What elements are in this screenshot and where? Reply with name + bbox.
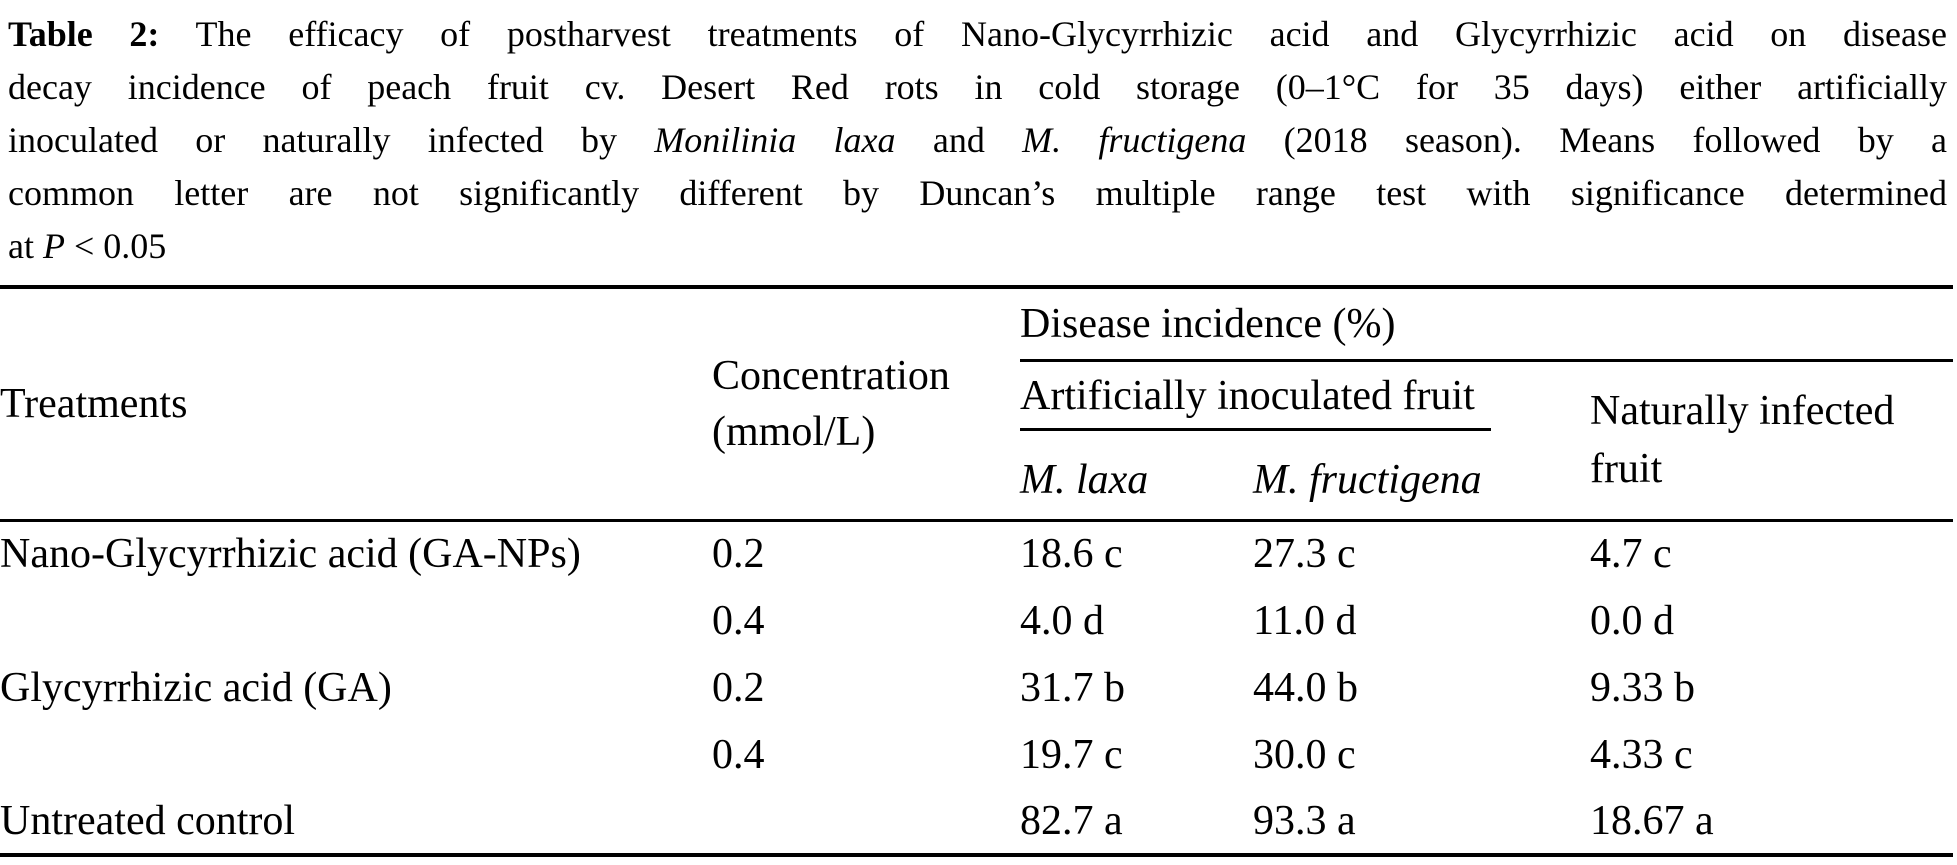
cell-concentration: 0.4 xyxy=(712,731,765,778)
header-concentration-line2: (mmol/L) xyxy=(712,408,876,455)
header-row-middle: Artificially inoculated fruit Naturally … xyxy=(0,360,1954,522)
caption-line: at P < 0.05 xyxy=(8,220,1947,273)
header-naturally-infected-line2: fruit xyxy=(1590,446,1663,492)
results-table: Treatments Concentration (mmol/L) Diseas… xyxy=(0,285,1954,857)
caption-text: < 0.05 xyxy=(64,226,167,266)
table-row: Nano-Glycyrrhizic acid (GA-NPs) 0.2 18.6… xyxy=(0,520,1953,587)
caption-table-label: Table 2: xyxy=(8,14,160,54)
table-row: Glycyrrhizic acid (GA) 0.2 31.7 b 44.0 b… xyxy=(0,654,1953,721)
table-row: Untreated control 82.7 a 93.3 a 18.67 a xyxy=(0,788,1953,855)
p-value-symbol: P xyxy=(42,226,65,266)
caption-line: inoculated or naturally infected by Moni… xyxy=(8,114,1947,167)
cell-naturally-value: 0.0 d xyxy=(1590,597,1674,644)
cell-naturally-value: 9.33 b xyxy=(1590,664,1695,711)
cell-treatment xyxy=(0,587,712,654)
species-name-m-fructigena: M. fructigena xyxy=(1022,120,1247,160)
caption-line: decay incidence of peach fruit cv. Deser… xyxy=(8,61,1947,114)
cell-m-fructigena-value: 30.0 c xyxy=(1253,731,1356,778)
header-concentration: Concentration (mmol/L) xyxy=(712,287,1020,522)
cell-m-laxa-value: 4.0 d xyxy=(1020,597,1104,644)
header-disease-incidence: Disease incidence (%) xyxy=(1020,287,1954,362)
cell-concentration: 0.2 xyxy=(712,664,765,711)
cell-m-fructigena-value: 27.3 c xyxy=(1253,531,1356,578)
cell-concentration: 0.4 xyxy=(712,597,765,644)
header-row-top: Treatments Concentration (mmol/L) Diseas… xyxy=(0,287,1954,522)
table-row: 0.4 19.7 c 30.0 c 4.33 c xyxy=(0,721,1953,788)
cell-treatment: Untreated control xyxy=(0,797,296,844)
cell-m-laxa-value: 19.7 c xyxy=(1020,731,1123,778)
table-body: Nano-Glycyrrhizic acid (GA-NPs) 0.2 18.6… xyxy=(0,520,1953,855)
caption-text: inoculated or naturally infected by xyxy=(8,120,655,160)
cell-m-fructigena-value: 11.0 d xyxy=(1253,597,1357,644)
species-name-monilinia-laxa: Monilinia laxa xyxy=(654,120,896,160)
header-artificially-inoculated: Artificially inoculated fruit xyxy=(1020,360,1590,442)
cell-m-laxa-value: 18.6 c xyxy=(1020,531,1123,578)
header-concentration-line1: Concentration xyxy=(712,352,950,399)
caption-text: The efficacy of postharvest treatments o… xyxy=(159,14,1948,54)
header-naturally-infected: Naturally infected fruit xyxy=(1590,360,1954,522)
header-treatments: Treatments xyxy=(0,287,712,522)
caption-text: decay incidence of peach fruit cv. Deser… xyxy=(8,67,1947,107)
caption-line: common letter are not significantly diff… xyxy=(8,167,1947,220)
cell-treatment: Glycyrrhizic acid (GA) xyxy=(0,664,392,711)
table-row: 0.4 4.0 d 11.0 d 0.0 d xyxy=(0,587,1953,654)
header-m-laxa: M. laxa xyxy=(1020,442,1253,522)
header-naturally-infected-line1: Naturally infected xyxy=(1590,388,1895,434)
table-caption: Table 2: The efficacy of postharvest tre… xyxy=(0,0,1957,273)
caption-line: Table 2: The efficacy of postharvest tre… xyxy=(8,8,1947,61)
cell-concentration xyxy=(712,788,1020,855)
cell-treatment: Nano-Glycyrrhizic acid (GA-NPs) xyxy=(0,531,581,578)
cell-treatment xyxy=(0,721,712,788)
cell-naturally-value: 18.67 a xyxy=(1590,797,1714,844)
cell-concentration: 0.2 xyxy=(712,531,765,578)
caption-text: and xyxy=(895,120,1023,160)
header-row-bottom: M. laxa M. fructigena xyxy=(0,442,1953,522)
cell-m-fructigena-value: 93.3 a xyxy=(1253,797,1356,844)
cell-m-laxa-value: 31.7 b xyxy=(1020,664,1125,711)
caption-text: at xyxy=(8,226,43,266)
cell-m-laxa-value: 82.7 a xyxy=(1020,797,1123,844)
caption-text: common letter are not significantly diff… xyxy=(8,173,1947,213)
cell-naturally-value: 4.7 c xyxy=(1590,531,1672,578)
caption-text: (2018 season). Means followed by a xyxy=(1246,120,1947,160)
cell-m-fructigena-value: 44.0 b xyxy=(1253,664,1358,711)
header-m-fructigena: M. fructigena xyxy=(1253,442,1590,522)
table-header: Treatments Concentration (mmol/L) Diseas… xyxy=(0,287,1954,522)
cell-naturally-value: 4.33 c xyxy=(1590,731,1693,778)
header-artificially-inoculated-label: Artificially inoculated fruit xyxy=(1020,372,1491,432)
